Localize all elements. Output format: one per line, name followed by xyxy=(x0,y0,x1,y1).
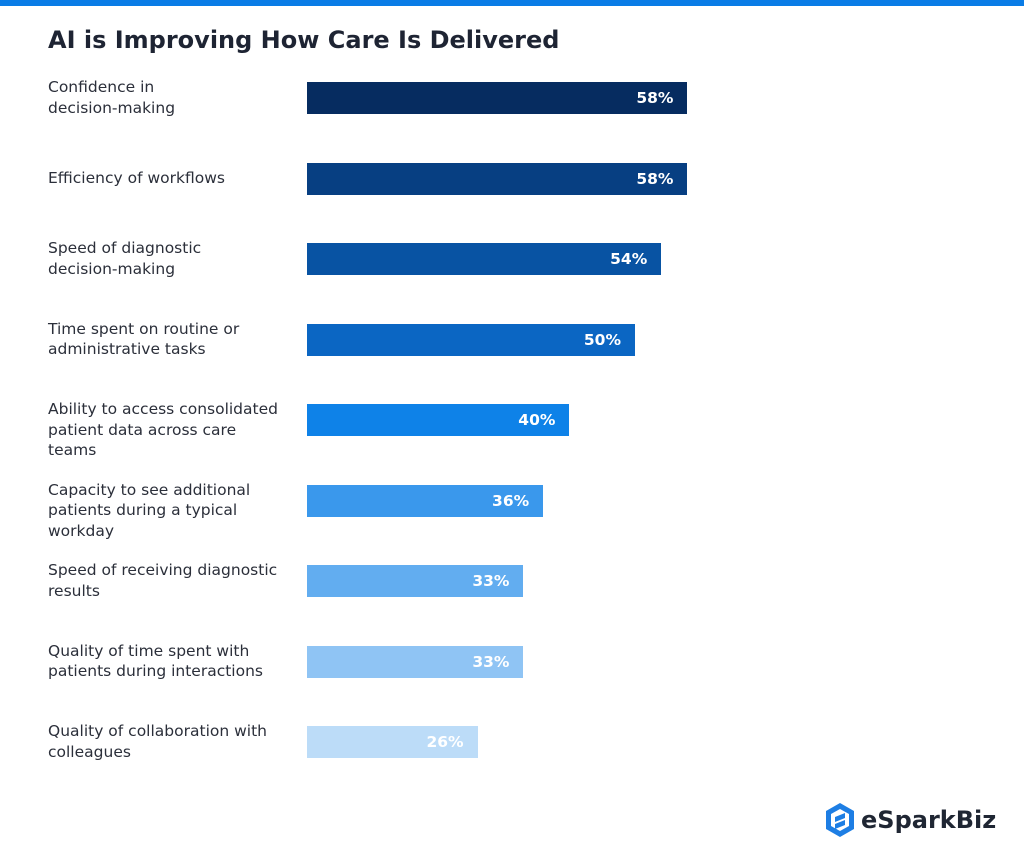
hexagon-logo-icon xyxy=(826,803,854,837)
bar-value-label: 54% xyxy=(610,250,648,268)
category-label: Quality of collaboration with colleagues xyxy=(48,722,267,761)
bar: 40% xyxy=(307,404,570,436)
category-label: Speed of receiving diagnostic results xyxy=(48,561,278,600)
bar-value-label: 33% xyxy=(472,652,510,671)
bar: 58% xyxy=(307,82,688,114)
bar-value-label: 40% xyxy=(518,411,556,429)
category-label: Capacity to see additional patients durin… xyxy=(48,480,251,540)
bar-value-label: 50% xyxy=(583,330,621,349)
bar-value-label: 36% xyxy=(492,491,530,510)
bar: 58% xyxy=(307,162,688,195)
bar-value-label: 33% xyxy=(472,572,510,590)
category-label: Ability to access consolidated patient da… xyxy=(48,400,278,459)
brand-name: eSparkBiz xyxy=(861,806,997,834)
bar: 26% xyxy=(307,726,478,758)
bar: 33% xyxy=(307,645,524,678)
chart-title: AI is Improving How Care Is Delivered xyxy=(48,26,560,54)
category-label: Confidence in decision-making xyxy=(48,78,176,117)
bar: 50% xyxy=(307,323,635,356)
bar-value-label: 58% xyxy=(636,89,674,107)
bar: 54% xyxy=(307,243,662,275)
bar: 33% xyxy=(307,565,524,597)
category-label: Quality of time spent with patients durin… xyxy=(48,641,263,681)
category-label: Efficiency of workflows xyxy=(48,169,225,188)
brand-logo: eSparkBiz xyxy=(824,802,996,838)
bar: 36% xyxy=(307,484,544,517)
category-label: Time spent on routine or administrative t… xyxy=(48,319,240,359)
bar-value-label: 26% xyxy=(426,733,464,751)
bar-value-label: 58% xyxy=(636,169,674,188)
category-label: Speed of diagnostic decision-making xyxy=(48,239,202,278)
top-accent-bar xyxy=(0,0,1024,6)
